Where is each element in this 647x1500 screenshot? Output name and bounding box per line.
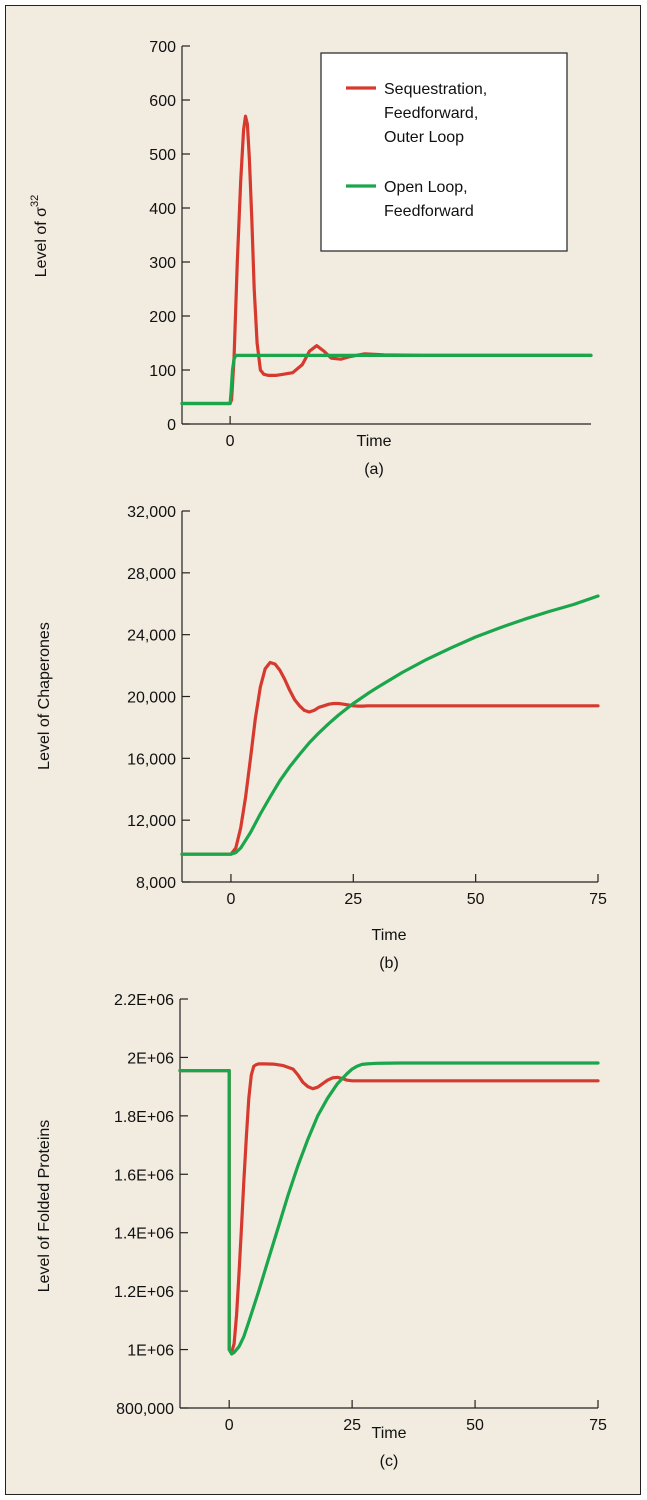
panel-label: (c) xyxy=(380,1453,399,1470)
y-tick-label: 400 xyxy=(149,201,176,218)
x-tick-label: 0 xyxy=(225,1417,234,1434)
series-line-sequestration xyxy=(180,660,600,856)
y-tick-label: 1E+06 xyxy=(127,1343,174,1360)
x-tick-label: 50 xyxy=(467,891,485,908)
x-axis-label: Time xyxy=(357,433,392,450)
y-tick-label: 1.6E+06 xyxy=(114,1167,174,1184)
y-tick-label: 28,000 xyxy=(127,566,176,583)
y-tick-label: 8,000 xyxy=(136,875,176,892)
figure-panel: 0 100 200 300 400 500 600 700 0 Time (a) Level of σ… xyxy=(5,5,641,1495)
x-tick-label: 75 xyxy=(589,1417,607,1434)
x-tick-label: 0 xyxy=(226,891,235,908)
y-tick-label: 32,000 xyxy=(127,504,176,521)
y-tick-label: 200 xyxy=(149,309,176,326)
legend-entry-text-green: Feedforward xyxy=(384,203,474,220)
x-axis-label: Time xyxy=(372,927,407,944)
y-tick-label: 2.2E+06 xyxy=(114,992,174,1009)
x-tick-label: 75 xyxy=(589,891,607,908)
y-tick-label: 1.8E+06 xyxy=(114,1109,174,1126)
y-tick-label: 24,000 xyxy=(127,628,176,645)
y-tick-label: 1.2E+06 xyxy=(114,1284,174,1301)
y-tick-label: 2E+06 xyxy=(127,1050,174,1067)
y-axis-label-text: Level of Folded Proteins xyxy=(36,1120,53,1293)
y-axis-label: Level of Chaperones xyxy=(36,622,53,770)
series-line-open-loop xyxy=(180,594,600,856)
y-tick-label: 600 xyxy=(149,93,176,110)
y-tick-label: 800,000 xyxy=(116,1401,174,1418)
y-tick-label: 100 xyxy=(149,363,176,380)
legend-entry-text-green: Open Loop, xyxy=(384,179,468,196)
panel-label: (b) xyxy=(379,955,399,972)
y-axis-label-text: Level of σ xyxy=(33,207,50,277)
y-tick-label: 16,000 xyxy=(127,751,176,768)
legend-entry-text-red: Feedforward, xyxy=(384,105,478,122)
panel-label: (a) xyxy=(364,461,384,478)
y-tick-label: 300 xyxy=(149,255,176,272)
y-tick-label: 20,000 xyxy=(127,690,176,707)
series-line-open-loop xyxy=(180,353,593,406)
y-tick-label: 12,000 xyxy=(127,813,176,830)
legend-entry-text-red: Outer Loop xyxy=(384,129,464,146)
series-line-open-loop xyxy=(178,1061,600,1356)
x-axis-label: Time xyxy=(372,1425,407,1442)
x-tick-label: 25 xyxy=(343,1417,361,1434)
y-axis-label: Level of Folded Proteins xyxy=(36,1120,53,1293)
y-tick-label: 0 xyxy=(167,417,176,434)
y-axis-label: Level of σ32 xyxy=(29,195,50,278)
y-axis-label-superscript: 32 xyxy=(29,195,41,207)
legend-entry-text-red: Sequestration, xyxy=(384,81,487,98)
y-tick-label: 500 xyxy=(149,147,176,164)
x-tick-label: 0 xyxy=(226,433,235,450)
y-axis-label-text: Level of Chaperones xyxy=(36,622,53,770)
legend-box xyxy=(320,52,568,252)
x-tick-label: 50 xyxy=(466,1417,484,1434)
y-tick-label: 1.4E+06 xyxy=(114,1226,174,1243)
x-tick-label: 25 xyxy=(344,891,362,908)
y-tick-label: 700 xyxy=(149,39,176,56)
series-line-sequestration xyxy=(178,1062,600,1355)
